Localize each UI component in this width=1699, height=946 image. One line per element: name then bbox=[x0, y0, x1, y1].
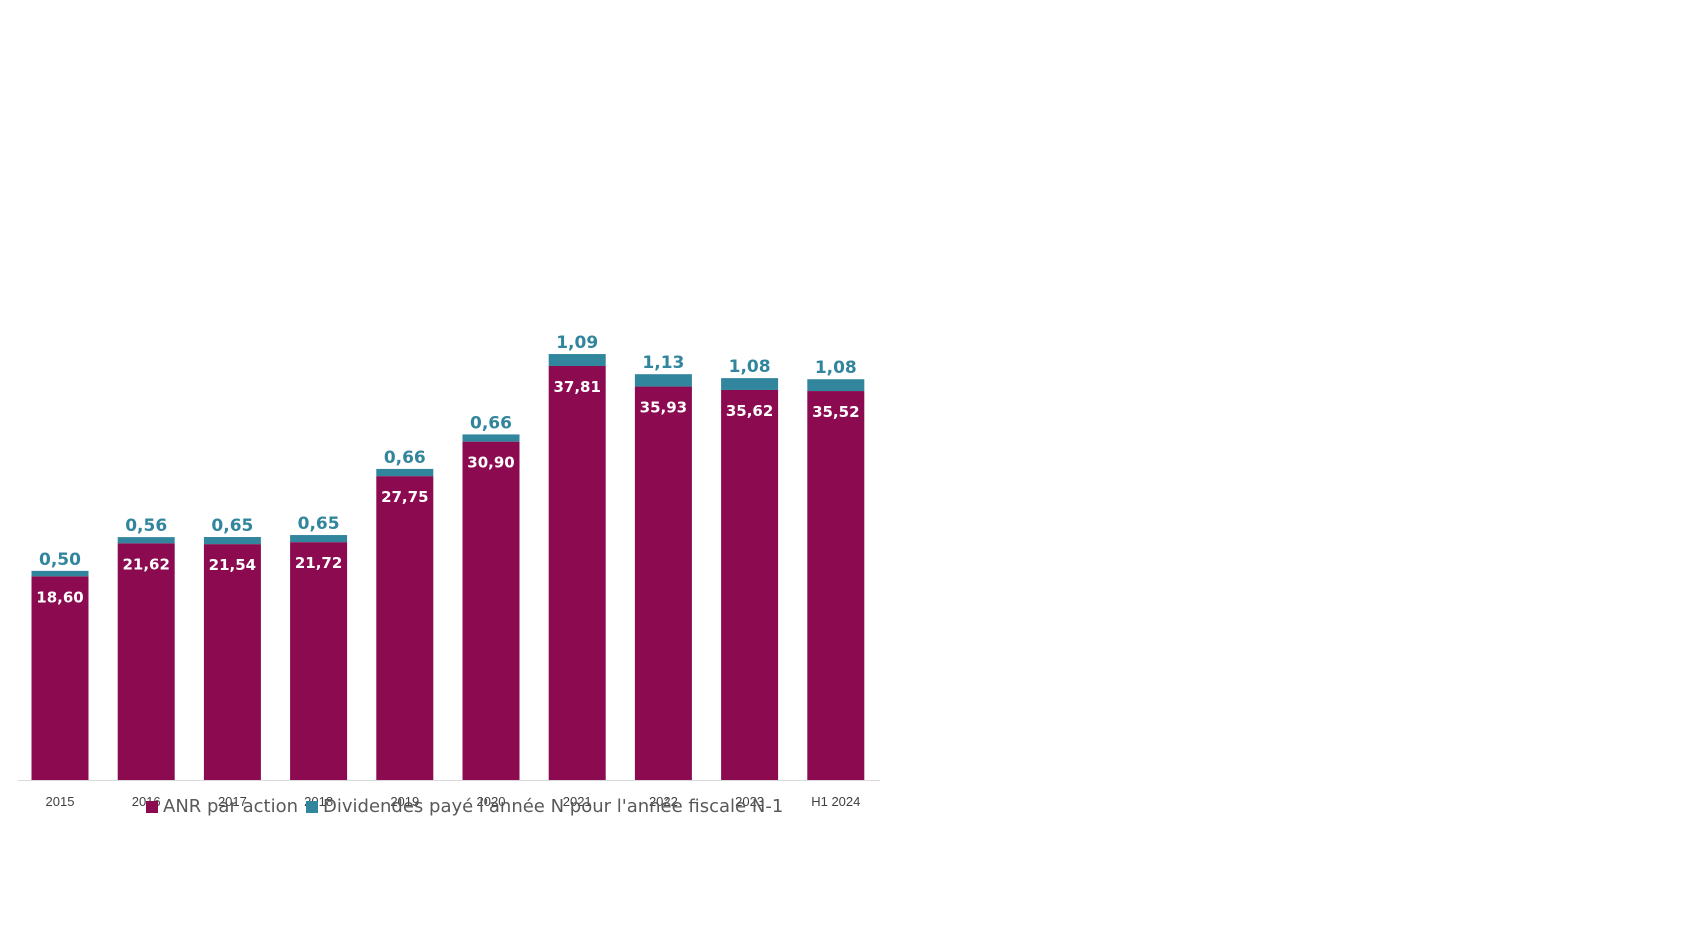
bar-dividendes-3 bbox=[290, 535, 348, 543]
bar-dividendes-4 bbox=[376, 468, 434, 477]
x-tick-label-4: 2019 bbox=[390, 794, 419, 809]
bar-anr-4 bbox=[376, 476, 434, 780]
bar-anr-0 bbox=[31, 576, 89, 780]
legend-swatch-dividendes bbox=[306, 800, 318, 813]
x-tick-label-2: 2017 bbox=[218, 794, 247, 809]
bar-anr-2 bbox=[203, 544, 261, 780]
bar-dividendes-2 bbox=[203, 537, 261, 545]
bar-dividendes-9 bbox=[807, 379, 865, 392]
data-label-dividendes-9: 1,08 bbox=[815, 358, 857, 378]
legend-label-anr: ANR par action bbox=[163, 796, 298, 817]
bar-anr-1 bbox=[117, 543, 175, 780]
bar-dividendes-8 bbox=[721, 378, 779, 390]
data-label-anr-4: 27,75 bbox=[381, 488, 428, 506]
bar-dividendes-6 bbox=[548, 354, 606, 366]
bar-anr-3 bbox=[290, 542, 348, 780]
chart-legend: ANR par action Dividendes payé l'année N… bbox=[146, 796, 791, 817]
data-label-anr-2: 21,54 bbox=[209, 556, 256, 574]
x-tick-label-5: 2020 bbox=[477, 794, 506, 809]
legend-item-anr: ANR par action bbox=[146, 796, 298, 817]
data-label-dividendes-6: 1,09 bbox=[556, 333, 598, 353]
bar-anr-6 bbox=[548, 365, 606, 780]
data-label-dividendes-4: 0,66 bbox=[384, 448, 426, 468]
data-label-anr-6: 37,81 bbox=[553, 378, 600, 396]
stacked-bar-chart: 18,600,50201521,620,56201621,540,6520172… bbox=[18, 333, 880, 809]
data-label-dividendes-2: 0,65 bbox=[211, 516, 253, 536]
legend-item-dividendes: Dividendes payé l'année N pour l'année f… bbox=[306, 796, 783, 817]
data-label-anr-1: 21,62 bbox=[122, 555, 169, 573]
data-label-dividendes-8: 1,08 bbox=[729, 357, 771, 377]
x-tick-label-8: 2023 bbox=[735, 794, 764, 809]
bar-dividendes-5 bbox=[462, 434, 520, 442]
x-tick-label-0: 2015 bbox=[46, 794, 75, 809]
data-label-anr-5: 30,90 bbox=[467, 454, 514, 472]
legend-label-dividendes: Dividendes payé l'année N pour l'année f… bbox=[323, 796, 784, 817]
bar-dividendes-0 bbox=[31, 570, 89, 577]
data-label-anr-8: 35,62 bbox=[726, 402, 773, 420]
legend-swatch-anr bbox=[146, 800, 158, 813]
data-label-dividendes-3: 0,65 bbox=[298, 514, 340, 534]
bar-anr-7 bbox=[634, 386, 692, 780]
data-label-anr-9: 35,52 bbox=[812, 403, 859, 421]
data-label-anr-0: 18,60 bbox=[36, 588, 83, 606]
data-label-dividendes-7: 1,13 bbox=[642, 353, 684, 373]
x-tick-label-7: 2022 bbox=[649, 794, 678, 809]
bar-dividendes-1 bbox=[117, 537, 175, 544]
data-label-anr-3: 21,72 bbox=[295, 554, 342, 572]
data-label-dividendes-0: 0,50 bbox=[39, 550, 81, 570]
bar-anr-9 bbox=[807, 391, 865, 780]
x-tick-label-6: 2021 bbox=[563, 794, 592, 809]
bar-dividendes-7 bbox=[634, 374, 692, 387]
bar-anr-5 bbox=[462, 441, 520, 780]
data-label-dividendes-5: 0,66 bbox=[470, 413, 512, 433]
x-tick-label-9: H1 2024 bbox=[811, 794, 860, 809]
data-label-anr-7: 35,93 bbox=[640, 399, 687, 417]
data-label-dividendes-1: 0,56 bbox=[125, 516, 167, 536]
bar-anr-8 bbox=[721, 389, 779, 780]
chart-area: 18,600,50201521,620,56201621,540,6520172… bbox=[0, 0, 900, 840]
